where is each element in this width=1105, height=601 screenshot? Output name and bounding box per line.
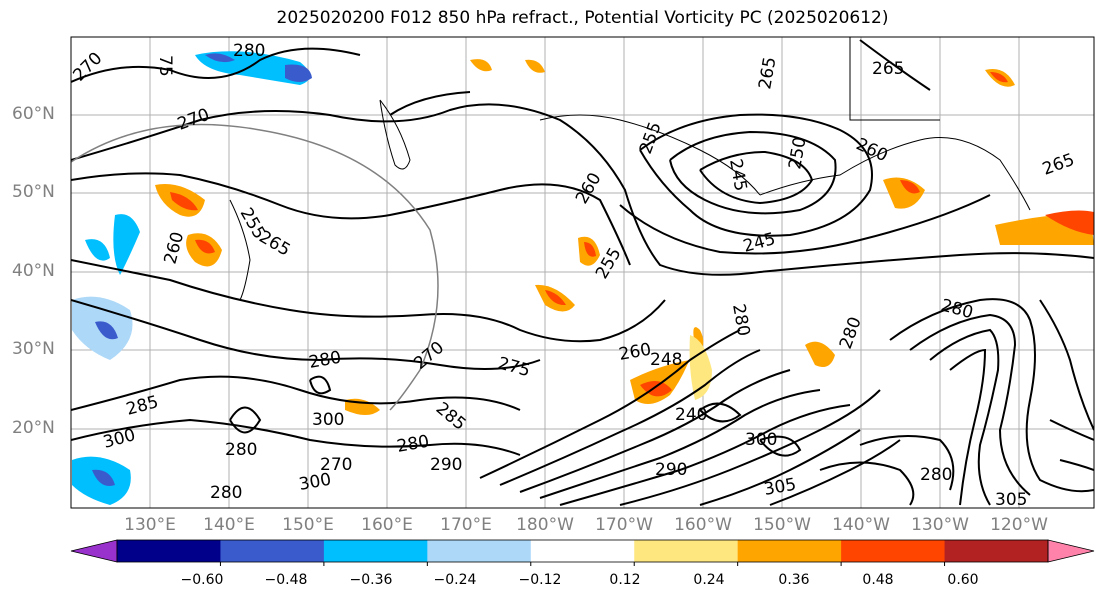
lon-label: 170°W	[595, 515, 653, 535]
contour-label: 240	[675, 405, 707, 425]
contour-label: 270	[320, 455, 352, 475]
lon-label: 150°E	[282, 515, 334, 535]
colorbar-segment	[117, 540, 221, 562]
contour-label: 75	[155, 55, 175, 77]
contour-lines	[71, 39, 1094, 506]
colorbar-tick-label: −0.12	[518, 572, 562, 588]
colorbar-segment	[220, 540, 325, 562]
colorbar-segment	[323, 540, 428, 562]
contour-label: 265	[872, 59, 904, 79]
lon-label: 160°E	[361, 515, 413, 535]
lon-label: 130°W	[911, 515, 969, 535]
colorbar-tick-label: −0.24	[433, 572, 477, 588]
contour-label: 280	[210, 483, 242, 503]
lon-label: 140°E	[203, 515, 255, 535]
colorbar-extend-min	[70, 539, 118, 563]
colorbar-segment	[841, 540, 946, 562]
colorbar-tick-label: 0.24	[693, 572, 725, 588]
lon-label: 120°W	[990, 515, 1048, 535]
contour-label: 290	[430, 455, 462, 475]
lon-label: 150°W	[753, 515, 811, 535]
lon-label: 140°W	[832, 515, 890, 535]
lat-label-40n: 40°N	[12, 261, 55, 281]
contour-label: 280	[920, 465, 952, 485]
contour-label: 280	[225, 440, 257, 460]
colorbar-tick-label: 0.60	[947, 572, 979, 588]
lat-label-20n: 20°N	[12, 418, 55, 438]
lat-label-30n: 30°N	[12, 339, 55, 359]
contour-label: 300	[745, 430, 777, 450]
colorbar-segment	[737, 540, 842, 562]
colorbar-tick-label: −0.60	[180, 572, 224, 588]
colorbar-frame	[116, 539, 1049, 563]
map-title: 2025020200 F012 850 hPa refract., Potent…	[276, 8, 889, 28]
colorbar-segment	[530, 540, 635, 562]
lon-label: 170°E	[440, 515, 492, 535]
lon-label: 160°W	[674, 515, 732, 535]
colorbar-tick-label: 0.48	[862, 572, 894, 588]
range-ring	[71, 123, 439, 411]
contour-label-group: 280 270 75 270 265 265 260 250 245 245 2…	[71, 41, 1077, 510]
colorbar-tick-label: −0.36	[349, 572, 393, 588]
coastlines	[229, 37, 1031, 301]
colorbar-segment	[634, 540, 739, 562]
colorbar-segment	[427, 540, 532, 562]
map-frame	[70, 36, 1095, 509]
lat-label-50n: 50°N	[12, 182, 55, 202]
contour-label: 290	[655, 460, 687, 480]
lon-label: 130°E	[124, 515, 176, 535]
colorbar	[70, 539, 1095, 566]
lon-label: 180°W	[516, 515, 574, 535]
contour-label: 248	[650, 350, 682, 370]
colorbar-segment	[944, 540, 1049, 562]
contour-label: 305	[995, 490, 1027, 510]
contour-label: 280	[233, 41, 265, 61]
colorbar-tick-label: 0.36	[778, 572, 810, 588]
colorbar-tick-label: −0.48	[264, 572, 308, 588]
contour-label: 300	[312, 410, 344, 430]
colorbar-extend-max	[1047, 539, 1095, 563]
colorbar-tick-label: 0.12	[609, 572, 641, 588]
map-content: 280 270 75 270 265 265 260 250 245 245 2…	[71, 37, 1094, 510]
lat-label-60n: 60°N	[12, 104, 55, 124]
